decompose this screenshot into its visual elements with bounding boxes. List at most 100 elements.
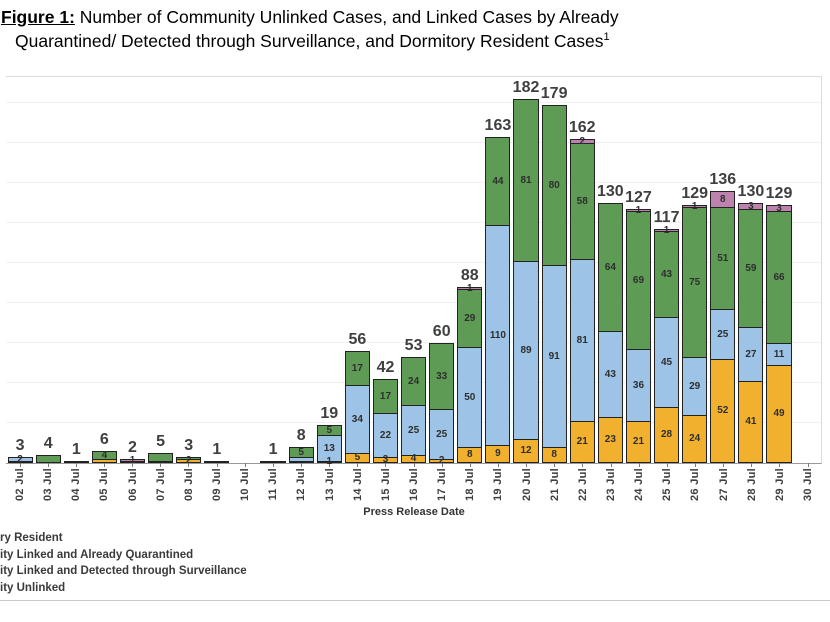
legend-item-dormitory: ry Resident xyxy=(0,532,63,544)
segment-surveillance: 22 xyxy=(372,413,399,457)
bar-slot: 1 75 29 24 129 xyxy=(681,77,709,463)
segment-value-label: 49 xyxy=(773,408,785,419)
segment-dormitory: 1 xyxy=(119,455,146,465)
segment-unlinked xyxy=(119,461,146,463)
segment-value-label: 9 xyxy=(495,448,501,459)
segment-value-label: 43 xyxy=(604,368,616,380)
x-tick-label: 27 Jul xyxy=(717,468,730,501)
bar-slot: 64 43 23 130 xyxy=(596,77,624,463)
segment-unlinked: 8 xyxy=(457,447,483,463)
bar xyxy=(204,461,230,463)
legend-item-surveillance: ity Linked and Detected through Surveill… xyxy=(0,565,247,577)
segment-quarantined: 58 xyxy=(569,143,595,259)
segment-value-label: 1 xyxy=(635,204,642,216)
x-tick-mark xyxy=(132,463,134,467)
segment-value-label: 69 xyxy=(632,274,645,286)
x-tick-label: 05 Jul xyxy=(98,468,111,501)
segment-value-label: 50 xyxy=(464,391,476,403)
x-tick-label: 10 Jul xyxy=(239,468,252,501)
segment-unlinked: 52 xyxy=(710,359,736,463)
legend-item-unlinked: ity Unlinked xyxy=(0,581,66,594)
segment-quarantined: 80 xyxy=(541,105,567,265)
segment-value-label: 1 xyxy=(691,200,698,212)
bar-slot: 1 xyxy=(259,77,287,463)
x-tick-label: 09 Jul xyxy=(211,468,224,501)
x-tick-mark xyxy=(554,463,556,467)
segment-value-label: 21 xyxy=(576,436,588,447)
segment-value-label: 2 xyxy=(185,455,192,466)
segment-unlinked xyxy=(148,461,174,463)
bar-total-label: 8 xyxy=(296,427,306,444)
bar-slot: 44 110 9 163 xyxy=(484,77,512,463)
x-tick-mark xyxy=(272,463,274,467)
segment-value-label: 36 xyxy=(632,379,645,391)
x-axis-cell: 18 Jul xyxy=(456,463,484,509)
segment-quarantined xyxy=(35,455,61,463)
segment-surveillance: 81 xyxy=(569,259,595,421)
x-tick-label: 26 Jul xyxy=(689,468,702,501)
segment-quarantined xyxy=(148,453,174,461)
x-tick-label: 02 Jul xyxy=(14,468,27,501)
segment-unlinked: 1 xyxy=(316,457,342,467)
legend-item-quarantined: ity Linked and Already Quarantined xyxy=(0,548,194,561)
bar-total-label: 130 xyxy=(596,183,624,200)
segment-unlinked: 2 xyxy=(176,455,202,466)
segment-value-label: 2 xyxy=(579,135,586,147)
x-axis-cell: 25 Jul xyxy=(653,463,681,509)
bar-slot xyxy=(793,77,821,463)
x-tick-label: 28 Jul xyxy=(745,468,758,501)
segment-value-label: 89 xyxy=(520,344,532,356)
bar-total-label: 1 xyxy=(268,441,278,458)
segment-value-label: 81 xyxy=(520,174,532,186)
segment-unlinked: 23 xyxy=(597,417,623,463)
x-axis-cell: 07 Jul xyxy=(147,463,175,509)
bar-slot: 3 66 11 49 129 xyxy=(765,77,793,463)
bar-total-label: 129 xyxy=(765,185,793,202)
segment-surveillance: 50 xyxy=(457,347,483,447)
bar: 3 59 27 41 xyxy=(738,201,764,463)
bar: 1 29 50 8 xyxy=(457,283,483,463)
x-axis-cell: 24 Jul xyxy=(625,463,653,509)
x-tick-mark xyxy=(75,463,77,467)
x-tick-mark xyxy=(47,463,49,467)
x-tick-mark xyxy=(526,463,528,467)
x-tick-label: 07 Jul xyxy=(154,468,167,501)
segment-value-label: 21 xyxy=(632,436,645,447)
bar-slot xyxy=(231,77,259,463)
segment-quarantined: 59 xyxy=(738,209,764,327)
segment-unlinked: 12 xyxy=(513,439,539,463)
bar-total-label: 129 xyxy=(681,185,709,202)
segment-dormitory: 1 xyxy=(457,283,483,293)
bar-total-label: 42 xyxy=(376,359,395,376)
bar-slot: 24 25 4 53 xyxy=(400,77,428,464)
segment-quarantined: 44 xyxy=(485,137,511,225)
segment-unlinked: 49 xyxy=(766,365,792,463)
bar-slot: 5 13 1 19 xyxy=(315,77,343,467)
x-axis-cell: 16 Jul xyxy=(400,463,428,509)
segment-value-label: 2 xyxy=(438,455,445,466)
segment-surveillance: 13 xyxy=(316,435,342,461)
bar-slot: 80 91 8 179 xyxy=(540,77,568,463)
segment-unlinked xyxy=(260,461,286,463)
segment-surveillance: 45 xyxy=(654,317,680,407)
segment-quarantined: 81 xyxy=(513,99,539,261)
segment-surveillance: 43 xyxy=(597,331,623,417)
bar-total-label: 1 xyxy=(212,441,222,458)
x-tick-mark xyxy=(19,463,21,467)
segment-value-label: 3 xyxy=(382,454,389,465)
x-axis-cell: 19 Jul xyxy=(484,463,512,509)
segment-quarantined: 66 xyxy=(766,211,792,343)
segment-value-label: 13 xyxy=(323,442,335,454)
x-tick-label: 14 Jul xyxy=(351,468,364,501)
segment-surveillance: 25 xyxy=(710,309,736,359)
x-axis: 02 Jul 03 Jul 04 Jul 05 Jul 06 Jul 07 Jul 08 J… xyxy=(6,463,822,509)
x-axis-cell: 12 Jul xyxy=(287,463,315,509)
segment-value-label: 12 xyxy=(520,445,532,456)
bar xyxy=(260,461,286,463)
bar: 64 43 23 xyxy=(597,203,623,463)
bar-total-label: 2 xyxy=(128,439,137,456)
segment-unlinked xyxy=(7,461,33,463)
segment-dormitory: 1 xyxy=(654,225,680,235)
segment-quarantined xyxy=(176,457,202,459)
